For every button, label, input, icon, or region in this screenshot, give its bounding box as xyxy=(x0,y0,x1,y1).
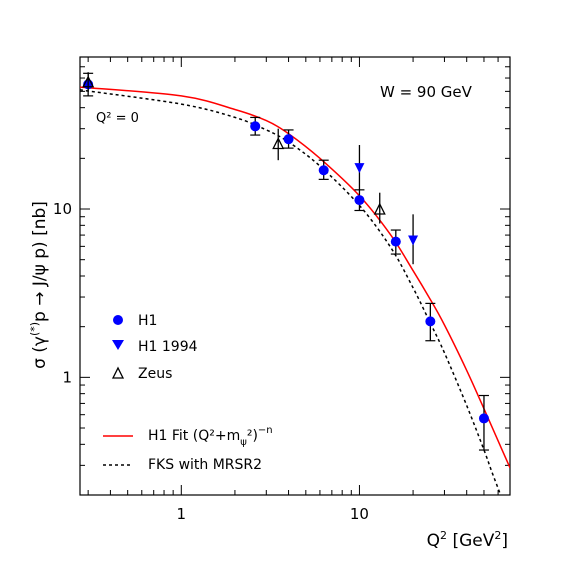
marker-circle xyxy=(250,121,261,132)
theory-curves xyxy=(80,86,510,495)
marker-triangle-up xyxy=(373,202,386,215)
data-point-h1 xyxy=(478,394,489,451)
data-points xyxy=(82,72,489,451)
marker-triangle-up xyxy=(272,137,285,150)
data-point-zeus xyxy=(373,192,386,224)
legend-label-h1-1994: H1 1994 xyxy=(138,339,198,355)
legend-label-fks: FKS with MRSR2 xyxy=(148,457,262,473)
legend: H1 H1 1994 Zeus H1 Fit (Q²+mψ²)−n FKS wi… xyxy=(103,313,273,473)
data-point-h1_1994 xyxy=(354,145,365,190)
marker-circle xyxy=(478,413,489,424)
q2-zero-annotation: Q² = 0 xyxy=(96,111,139,126)
marker-circle xyxy=(283,134,294,145)
marker-triangle-down xyxy=(408,235,419,246)
marker-circle xyxy=(354,195,365,206)
data-point-zeus xyxy=(272,128,285,161)
legend-label-h1: H1 xyxy=(138,313,157,329)
y-tick-label: 10 xyxy=(53,200,72,218)
legend-marker-h1-1994 xyxy=(112,340,124,350)
marker-triangle-up xyxy=(82,75,95,88)
data-point-h1_1994 xyxy=(408,214,419,265)
axis-tick-labels: 1 10 1 10 xyxy=(53,200,369,523)
legend-label-fit: H1 Fit (Q²+mψ²)−n xyxy=(148,425,273,448)
data-point-h1 xyxy=(318,159,329,180)
data-point-h1 xyxy=(283,129,294,149)
legend-marker-zeus xyxy=(111,366,125,379)
curve-fks xyxy=(80,89,502,495)
y-axis-title: σ (γ(*)p → J/ψ p) [nb] xyxy=(28,201,50,369)
x-tick-label: 1 xyxy=(177,505,187,523)
x-tick-label: 10 xyxy=(350,505,369,523)
marker-circle xyxy=(318,165,329,176)
marker-triangle-down xyxy=(354,163,365,174)
marker-circle xyxy=(390,236,401,247)
plot-frame xyxy=(79,56,511,496)
data-point-h1 xyxy=(354,189,365,212)
data-point-h1 xyxy=(390,229,401,255)
data-point-h1 xyxy=(250,116,261,136)
x-axis-title: Q2 [GeV2] xyxy=(427,529,508,551)
curve-fit xyxy=(80,86,510,469)
axis-ticks xyxy=(80,56,511,496)
data-point-h1 xyxy=(425,302,436,342)
marker-circle xyxy=(425,316,436,327)
legend-marker-h1 xyxy=(113,315,123,325)
y-tick-label: 1 xyxy=(62,368,72,386)
energy-annotation: W = 90 GeV xyxy=(380,83,473,101)
legend-label-zeus: Zeus xyxy=(138,366,172,382)
data-point-zeus xyxy=(82,72,95,90)
